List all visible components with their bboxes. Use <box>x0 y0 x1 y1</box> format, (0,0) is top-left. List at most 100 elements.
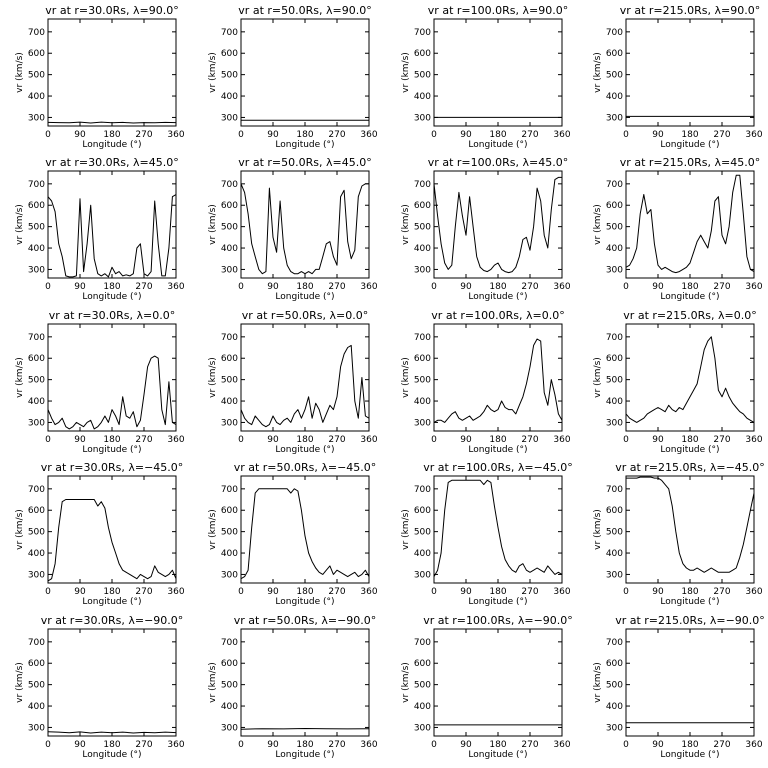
y-tick-label: 500 <box>221 223 238 233</box>
series-line <box>626 336 754 423</box>
y-tick-label: 300 <box>414 418 431 428</box>
y-tick-label: 500 <box>221 528 238 538</box>
chart-title: vr at r=50.0Rs, λ=90.0° <box>238 4 371 17</box>
y-tick-label: 400 <box>606 702 623 712</box>
x-axis-label: Longitude (°) <box>275 292 334 302</box>
y-tick-label: 300 <box>606 570 623 580</box>
series-line <box>434 338 562 423</box>
plot-frame <box>625 475 755 584</box>
y-tick-label: 300 <box>221 265 238 275</box>
x-tick-label: 90 <box>460 282 472 292</box>
y-axis-label: vr (km/s) <box>593 204 603 245</box>
series-line <box>48 121 176 124</box>
series-line <box>241 728 369 730</box>
x-axis-label: Longitude (°) <box>275 750 334 760</box>
plot-frame <box>47 628 177 737</box>
chart-panel: vr at r=215.0Rs, λ=45.0° 300 400 500 600 700 0… <box>593 156 763 302</box>
chart-title: vr at r=30.0Rs, λ=−90.0° <box>41 614 184 627</box>
y-tick-label: 300 <box>221 113 238 123</box>
x-axis-label: Longitude (°) <box>82 597 141 607</box>
y-tick-label: 300 <box>606 418 623 428</box>
y-axis-label: vr (km/s) <box>593 357 603 398</box>
chart-panel: vr at r=215.0Rs, λ=0.0° 300 400 500 600 700 0 9… <box>593 309 763 455</box>
x-tick-label: 90 <box>267 435 279 445</box>
y-tick-label: 600 <box>221 49 238 59</box>
y-tick-label: 600 <box>414 506 431 516</box>
x-axis-label: Longitude (°) <box>82 140 141 150</box>
x-tick-label: 90 <box>652 740 664 750</box>
y-axis-label: vr (km/s) <box>208 662 218 703</box>
x-tick-label: 270 <box>135 130 152 140</box>
x-tick-label: 180 <box>681 740 698 750</box>
x-tick-label: 270 <box>713 435 730 445</box>
x-tick-label: 0 <box>45 282 51 292</box>
y-axis-label: vr (km/s) <box>593 52 603 93</box>
chart-title: vr at r=215.0Rs, λ=−90.0° <box>615 614 765 627</box>
x-tick-label: 0 <box>431 130 437 140</box>
x-axis-label: Longitude (°) <box>660 140 719 150</box>
x-axis-label: Longitude (°) <box>468 750 527 760</box>
x-tick-label: 0 <box>238 282 244 292</box>
chart-title: vr at r=215.0Rs, λ=0.0° <box>623 309 756 322</box>
x-axis-label: Longitude (°) <box>468 597 527 607</box>
series-line <box>241 344 369 428</box>
series-line <box>48 355 176 430</box>
x-tick-label: 360 <box>167 740 184 750</box>
x-tick-label: 360 <box>745 587 762 597</box>
y-tick-label: 400 <box>28 244 45 254</box>
y-tick-label: 500 <box>606 681 623 691</box>
chart-title: vr at r=30.0Rs, λ=90.0° <box>45 4 178 17</box>
chart-panel: vr at r=100.0Rs, λ=45.0° 300 400 500 600 700 0… <box>401 156 571 302</box>
series-line <box>434 176 562 274</box>
y-axis-label: vr (km/s) <box>593 662 603 703</box>
y-tick-label: 300 <box>28 113 45 123</box>
plot-frame <box>433 18 563 127</box>
y-tick-label: 400 <box>28 92 45 102</box>
x-axis-label: Longitude (°) <box>275 597 334 607</box>
x-tick-label: 180 <box>681 130 698 140</box>
x-tick-label: 0 <box>238 435 244 445</box>
y-tick-label: 600 <box>606 49 623 59</box>
x-axis-label: Longitude (°) <box>660 597 719 607</box>
chart-panel: vr at r=100.0Rs, λ=−90.0° 300 400 500 600 700… <box>401 614 573 760</box>
plot-frame <box>240 170 370 279</box>
y-tick-label: 300 <box>221 418 238 428</box>
x-tick-label: 90 <box>74 740 86 750</box>
x-tick-label: 270 <box>713 282 730 292</box>
x-tick-label: 180 <box>296 435 313 445</box>
y-tick-label: 500 <box>28 223 45 233</box>
chart-panel: vr at r=100.0Rs, λ=90.0° 300 400 500 600 700 0… <box>401 4 571 150</box>
y-tick-label: 300 <box>221 570 238 580</box>
y-axis-label: vr (km/s) <box>401 509 411 550</box>
x-tick-label: 90 <box>652 435 664 445</box>
x-axis-label: Longitude (°) <box>468 445 527 455</box>
x-tick-label: 360 <box>360 587 377 597</box>
y-axis-label: vr (km/s) <box>15 204 25 245</box>
x-tick-label: 90 <box>74 587 86 597</box>
x-axis-label: Longitude (°) <box>82 292 141 302</box>
x-tick-label: 90 <box>460 587 472 597</box>
y-tick-label: 700 <box>414 180 431 190</box>
y-tick-label: 600 <box>28 201 45 211</box>
x-tick-label: 270 <box>521 740 538 750</box>
y-tick-label: 500 <box>28 528 45 538</box>
y-tick-label: 500 <box>221 681 238 691</box>
plot-frame <box>240 475 370 584</box>
y-axis-label: vr (km/s) <box>15 662 25 703</box>
chart-title: vr at r=30.0Rs, λ=0.0° <box>49 309 175 322</box>
y-tick-label: 300 <box>28 418 45 428</box>
x-tick-label: 180 <box>681 435 698 445</box>
x-tick-label: 360 <box>167 435 184 445</box>
chart-panel: vr at r=30.0Rs, λ=90.0° 300 400 500 600 700 0 9… <box>15 4 185 150</box>
y-axis-label: vr (km/s) <box>401 662 411 703</box>
y-tick-label: 600 <box>28 49 45 59</box>
y-tick-label: 600 <box>606 354 623 364</box>
x-tick-label: 90 <box>460 740 472 750</box>
chart-title: vr at r=50.0Rs, λ=45.0° <box>238 156 371 169</box>
x-tick-label: 90 <box>460 130 472 140</box>
x-tick-label: 360 <box>360 130 377 140</box>
y-tick-label: 700 <box>414 485 431 495</box>
y-tick-label: 500 <box>606 376 623 386</box>
chart-title: vr at r=50.0Rs, λ=0.0° <box>242 309 368 322</box>
y-tick-label: 500 <box>414 71 431 81</box>
